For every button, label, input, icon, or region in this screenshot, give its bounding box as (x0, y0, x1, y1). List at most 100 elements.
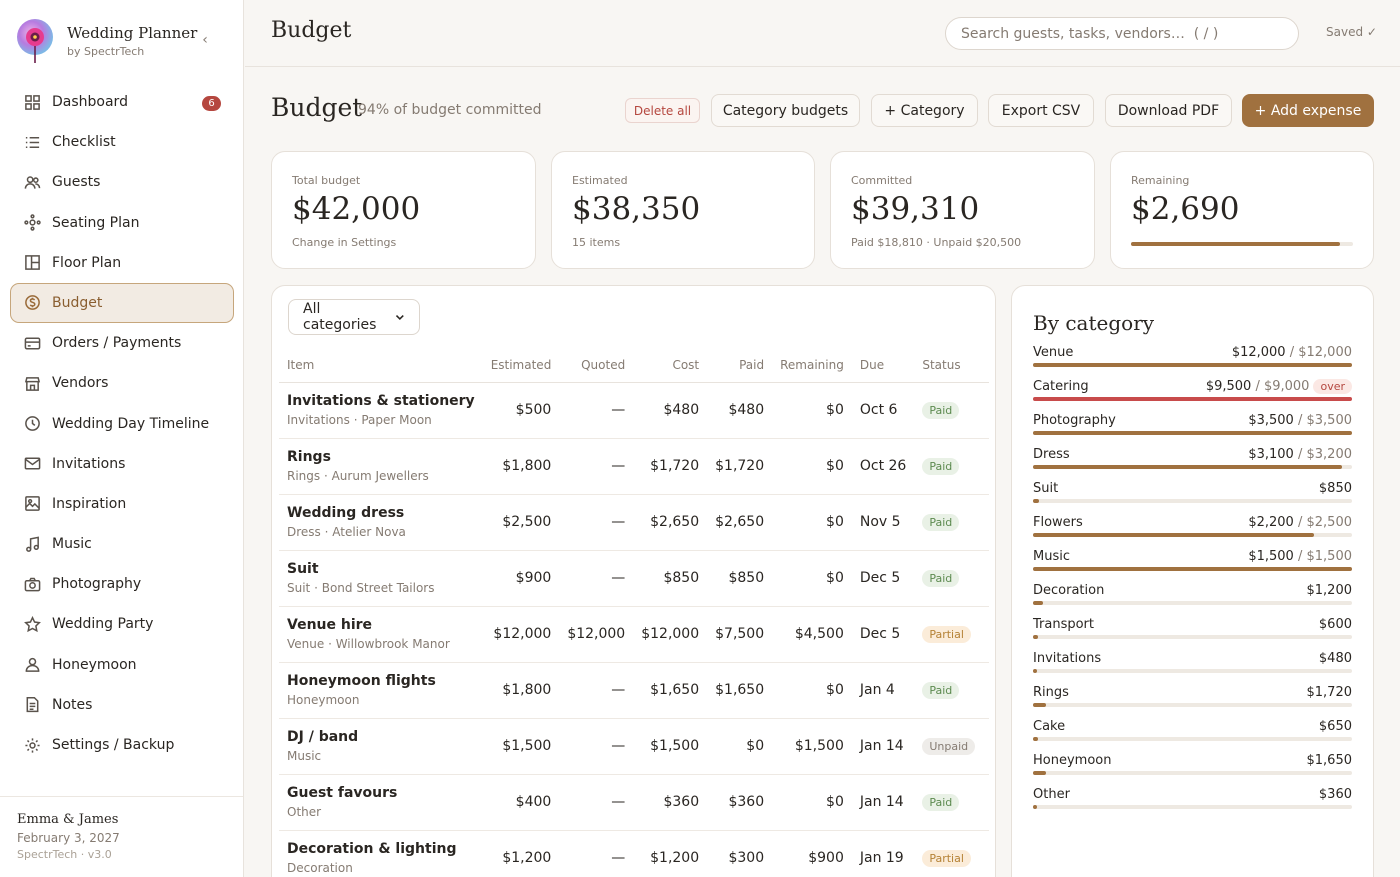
add-expense-button[interactable]: + Add expense (1242, 94, 1374, 127)
music-icon (23, 535, 41, 553)
sidebar-item-guests[interactable]: Guests (10, 162, 234, 202)
delete-all-button[interactable]: Delete all (625, 98, 700, 123)
col-header-paid[interactable]: Paid (707, 348, 773, 383)
sidebar-item-wedding-day-timeline[interactable]: Wedding Day Timeline (10, 404, 234, 444)
table-row[interactable]: Guest favours Other $400— $360 $360 $0 Jan 14 P… (279, 774, 989, 831)
app-name: Wedding Planner (67, 24, 198, 42)
cell-status: Partial (914, 606, 989, 663)
sidebar-item-seating-plan[interactable]: Seating Plan (10, 203, 234, 243)
sidebar-item-orders-payments[interactable]: Orders / Payments (10, 323, 234, 363)
table-row[interactable]: Wedding dress Dress · Atelier Nova $2,500—… (279, 494, 989, 551)
cell-paid: $300 (707, 830, 773, 877)
sidebar-item-label: Notes (52, 696, 93, 713)
category-name: Venue (1033, 345, 1074, 360)
over-budget-badge: over (1313, 379, 1352, 394)
category-bar-fill (1033, 363, 1352, 367)
table-row[interactable]: Rings Rings · Aurum Jewellers $1,800— $1,72… (279, 438, 989, 495)
search-input[interactable] (945, 17, 1299, 50)
add-category-button[interactable]: + Category (871, 94, 978, 127)
cell-remaining: $4,500 (772, 606, 852, 663)
sidebar-item-notes[interactable]: Notes (10, 685, 234, 725)
stat-remaining: Remaining $2,690 (1110, 151, 1374, 269)
cell-due: Oct 6 (851, 382, 915, 439)
table-row[interactable]: DJ / band Music $1,500— $1,500 $0 $1,500 Jan 1… (279, 718, 989, 775)
sidebar-item-floor-plan[interactable]: Floor Plan (10, 243, 234, 283)
table-row[interactable]: Honeymoon flights Honeymoon $1,800— $1,650 $… (279, 662, 989, 719)
table-row[interactable]: Venue hire Venue · Willowbrook Manor $12,0… (279, 606, 989, 663)
category-name: Honeymoon (1033, 753, 1112, 768)
sidebar-item-inspiration[interactable]: Inspiration (10, 484, 234, 524)
floor-plan-icon (23, 254, 41, 272)
item-subtitle: Music (287, 749, 322, 763)
export-csv-button[interactable]: Export CSV (988, 94, 1094, 127)
category-row-other: Other $360 (1033, 785, 1352, 819)
category-filter-select[interactable]: All categories (288, 299, 420, 335)
sidebar-item-invitations[interactable]: Invitations (10, 444, 234, 484)
category-name: Suit (1033, 481, 1059, 496)
sidebar-item-honeymoon[interactable]: Honeymoon (10, 645, 234, 685)
category-name: Photography (1033, 413, 1116, 428)
sidebar-item-checklist[interactable]: Checklist (10, 122, 234, 162)
category-amounts: $12,000 / $12,000 (1231, 345, 1352, 360)
category-amounts: $3,500 / $3,500 (1248, 413, 1352, 428)
status-badge: Paid (922, 793, 960, 811)
col-header-cost[interactable]: Cost (633, 348, 708, 383)
col-header-remaining[interactable]: Remaining (772, 348, 852, 383)
col-header-status[interactable]: Status (914, 348, 989, 383)
sidebar-item-label: Honeymoon (52, 656, 137, 673)
cell-due: Jan 4 (851, 662, 915, 719)
cell-due: Nov 5 (851, 494, 915, 551)
col-header-due[interactable]: Due (851, 348, 915, 383)
col-header-item[interactable]: Item (279, 348, 483, 383)
category-amounts: $9,500 / $9,000 over (1206, 379, 1352, 394)
budget-meter (1131, 242, 1353, 246)
category-row-venue: Venue $12,000 / $12,000 (1033, 343, 1352, 377)
cell-item: Decoration & lighting Decoration (279, 830, 483, 877)
cell-paid: $1,720 (707, 438, 773, 495)
category-amount: $360 (1318, 787, 1352, 802)
category-budgets-button[interactable]: Category budgets (711, 94, 860, 127)
status-badge: Paid (922, 569, 960, 587)
download-pdf-button[interactable]: Download PDF (1105, 94, 1232, 127)
sidebar-item-dashboard[interactable]: Dashboard 6 (10, 82, 234, 122)
sidebar-item-label: Seating Plan (52, 214, 140, 231)
stat-note[interactable]: Change in Settings (292, 236, 397, 249)
sidebar-item-music[interactable]: Music (10, 524, 234, 564)
cell-due: Oct 26 (851, 438, 915, 495)
cell-paid: $1,650 (707, 662, 773, 719)
table-row[interactable]: Decoration & lighting Decoration $1,200— $1… (279, 830, 989, 877)
camera-icon (23, 575, 41, 593)
saved-status: Saved ✓ (1326, 25, 1377, 39)
sidebar-item-label: Guests (52, 174, 101, 191)
stat-total-budget: Total budget $42,000 Change in Settings (271, 151, 536, 269)
category-bar-fill (1033, 567, 1352, 571)
sidebar-item-photography[interactable]: Photography (10, 564, 234, 604)
table-row[interactable]: Suit Suit · Bond Street Tailors $900— $850 $… (279, 550, 989, 607)
sidebar-item-vendors[interactable]: Vendors (10, 363, 234, 403)
category-row-honeymoon: Honeymoon $1,650 (1033, 751, 1352, 785)
cell-remaining: $0 (772, 550, 852, 607)
seating-icon (23, 214, 41, 232)
cell-due: Jan 19 (851, 830, 915, 877)
category-amount: $1,720 (1306, 685, 1353, 700)
by-category-panel: By category Venue $12,000 / $12,000 Cateri… (1011, 285, 1374, 877)
sidebar-item-budget[interactable]: Budget (10, 282, 234, 323)
category-row-photography: Photography $3,500 / $3,500 (1033, 411, 1352, 445)
col-header-estimated[interactable]: Estimated (482, 348, 560, 383)
category-list: Venue $12,000 / $12,000 Catering $9,500 / $… (1033, 343, 1352, 819)
collapse-sidebar-icon[interactable]: ‹ (202, 32, 208, 48)
couple-names: Emma & James (17, 812, 119, 827)
category-name: Rings (1033, 685, 1069, 700)
sidebar-footer: Emma & James February 3, 2027 SpectrTech… (0, 796, 243, 861)
sidebar-item-settings-backup[interactable]: Settings / Backup (10, 725, 234, 765)
col-header-quoted[interactable]: Quoted (559, 348, 634, 383)
status-badge: Paid (922, 457, 960, 475)
table-row[interactable]: Invitations & stationery Invitations · Pa… (279, 382, 989, 439)
cell-quoted: $12,000 (559, 606, 634, 663)
item-subtitle: Honeymoon (287, 693, 360, 707)
notification-badge: 6 (202, 96, 221, 111)
category-bar-fill (1033, 465, 1343, 469)
cell-cost: $850 (633, 550, 708, 607)
sidebar-item-wedding-party[interactable]: Wedding Party (10, 604, 234, 644)
store-icon (23, 374, 41, 392)
